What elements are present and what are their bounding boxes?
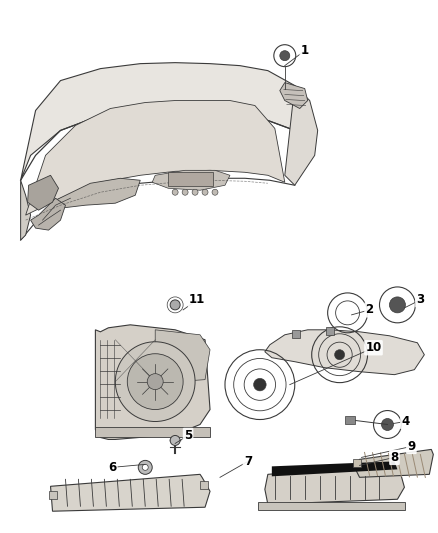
Circle shape [138, 461, 152, 474]
Circle shape [182, 189, 188, 195]
Polygon shape [95, 325, 210, 439]
Polygon shape [280, 83, 308, 109]
Bar [292, 330, 300, 338]
Bar [258, 502, 406, 510]
Text: 2: 2 [365, 303, 374, 317]
Text: 7: 7 [244, 455, 252, 468]
Circle shape [202, 189, 208, 195]
Circle shape [389, 297, 406, 313]
Text: 11: 11 [189, 293, 205, 306]
Bar [200, 481, 208, 489]
Circle shape [115, 342, 195, 422]
Text: 10: 10 [365, 341, 381, 354]
Circle shape [212, 189, 218, 195]
Text: 1: 1 [300, 44, 309, 57]
Circle shape [170, 435, 180, 446]
Polygon shape [152, 171, 230, 190]
Polygon shape [265, 464, 404, 504]
Polygon shape [285, 86, 318, 185]
Text: 5: 5 [184, 429, 192, 442]
Polygon shape [28, 175, 59, 210]
Polygon shape [50, 474, 210, 511]
Circle shape [127, 354, 183, 409]
Circle shape [170, 300, 180, 310]
Polygon shape [21, 180, 31, 240]
Polygon shape [155, 330, 210, 382]
Polygon shape [21, 63, 305, 180]
Circle shape [280, 51, 290, 61]
Polygon shape [56, 178, 140, 208]
Circle shape [381, 418, 393, 431]
Polygon shape [265, 330, 424, 375]
Bar [168, 172, 213, 186]
Bar [95, 427, 210, 438]
Polygon shape [355, 449, 433, 478]
Text: 6: 6 [108, 461, 117, 474]
Text: 9: 9 [407, 440, 416, 453]
Circle shape [335, 350, 345, 360]
Bar [345, 416, 355, 424]
Bar [326, 327, 334, 335]
Bar [49, 491, 57, 499]
Circle shape [192, 189, 198, 195]
Polygon shape [31, 198, 66, 230]
Circle shape [254, 378, 266, 391]
Text: 3: 3 [416, 293, 424, 306]
Circle shape [147, 374, 163, 390]
Polygon shape [272, 462, 397, 477]
Text: 8: 8 [390, 451, 399, 464]
Circle shape [142, 464, 148, 470]
Bar [353, 459, 360, 467]
Text: 4: 4 [401, 415, 410, 428]
Polygon shape [25, 101, 285, 215]
Circle shape [172, 189, 178, 195]
